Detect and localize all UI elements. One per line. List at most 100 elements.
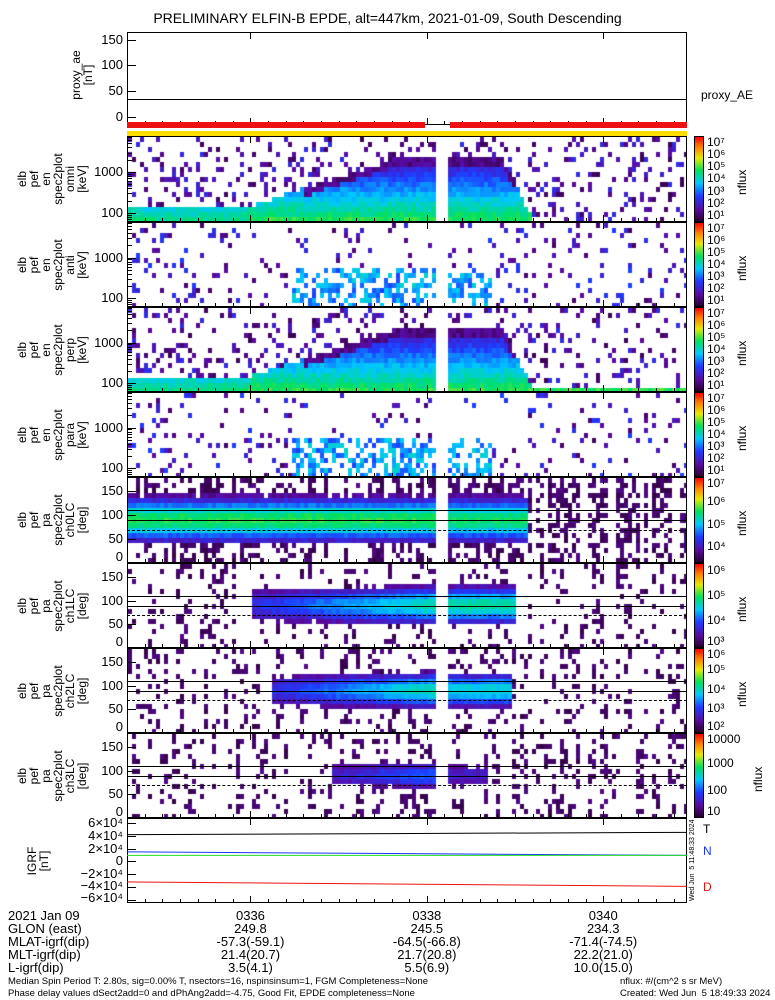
spectrogram-omni-minor-tick xyxy=(215,218,217,221)
spectrogram-perp-minor-tick xyxy=(127,386,132,388)
spectrogram-anti-minor-tick xyxy=(179,303,181,306)
igrf-timestamp: Wed Jun 5 11:48:33 2024 xyxy=(689,819,696,901)
ephemeris-value: 10.0(15.0) xyxy=(573,960,633,975)
spectrogram-omni-minor-tick xyxy=(285,218,287,221)
spectrogram-ch1LC-minor-tick xyxy=(444,644,446,647)
spectrogram-ch3LC-minor-tick xyxy=(179,814,181,817)
spectrogram-ch3LC-colorbar-tick: 1000 xyxy=(707,756,734,771)
spectrogram-omni-minor-tick xyxy=(127,175,132,177)
plot-title: PRELIMINARY ELFIN-B EPDE, alt=447km, 202… xyxy=(153,10,622,26)
spectrogram-ch3LC-colorbar-tick: 100 xyxy=(707,782,728,797)
spectrogram-para-minor-tick xyxy=(127,474,132,476)
spectrogram-para-minor-tick xyxy=(127,399,132,401)
spectrogram-anti-minor-tick xyxy=(127,259,132,261)
spectrogram-ch2LC-minor-tick xyxy=(497,729,499,732)
igrf-minor-tick xyxy=(620,899,622,902)
spectrogram-para-time-tick xyxy=(426,393,428,399)
spectrogram-anti-minor-tick xyxy=(303,303,305,306)
spectrogram-ch2LC-time-tick xyxy=(603,649,605,655)
proxy-ae-ytick: 100 xyxy=(101,57,123,73)
spectrogram-ch2LC-minor-tick xyxy=(620,729,622,732)
spectrogram-ch3LC-minor-tick xyxy=(268,814,270,817)
spectrogram-ch3LC-ytick: 50 xyxy=(108,786,123,802)
spectrogram-ch2LC-minor-tick xyxy=(321,729,323,732)
spectrogram-para-minor-tick xyxy=(127,469,132,471)
spectrogram-ch3LC-minor-tick xyxy=(409,814,411,817)
spectrogram-ch3LC-minor-tick xyxy=(162,814,164,817)
spectrogram-omni-colorbar-tick: 10¹ xyxy=(707,208,725,222)
spectrogram-perp-colorbar-unit: nflux xyxy=(735,340,749,366)
spectrogram-anti-minor-tick xyxy=(127,301,132,303)
spectrogram-perp-minor-tick xyxy=(215,388,217,391)
igrf-ytick-mark xyxy=(127,823,136,825)
spectrogram-ch0LC-reference-line xyxy=(127,510,687,512)
spectrogram-anti-minor-tick xyxy=(638,303,640,306)
spectrogram-ch1LC-colorbar-tick: 10⁵ xyxy=(707,587,726,602)
spectrogram-omni-colorbar-tick: 10² xyxy=(707,196,725,210)
spectrogram-omni-colorbar-unit: nflux xyxy=(735,169,749,195)
spectrogram-ch2LC-colorbar-tick: 10⁵ xyxy=(707,661,726,676)
spectrogram-para-panel xyxy=(127,392,687,477)
spectrogram-perp-colorbar-tick: 10⁶ xyxy=(707,318,726,332)
spectrogram-ch0LC-minor-tick xyxy=(321,559,323,562)
spectrogram-anti-minor-tick xyxy=(250,303,252,306)
spectrogram-anti-colorbar-tick: 10¹ xyxy=(707,293,725,307)
spectrogram-omni-minor-tick xyxy=(550,218,552,221)
spectrogram-ch3LC-time-tick xyxy=(603,734,605,740)
spectrogram-ch1LC-reference-line xyxy=(127,614,687,616)
spectrogram-perp-minor-tick xyxy=(409,388,411,391)
spectrogram-para-minor-tick xyxy=(144,473,146,476)
spectrogram-ch3LC-reference-line xyxy=(127,766,687,768)
spectrogram-omni-minor-tick xyxy=(232,218,234,221)
spectrogram-perp-minor-tick xyxy=(127,346,132,348)
spectrogram-omni-minor-tick xyxy=(127,178,132,180)
spectrogram-anti-minor-tick xyxy=(356,303,358,306)
spectrogram-para-minor-tick xyxy=(127,431,132,433)
spectrogram-omni-minor-tick xyxy=(373,218,375,221)
spectrogram-omni-colorbar-tick: 10⁶ xyxy=(707,147,726,161)
spectrogram-ch3LC-ylabel: elb pef pa spec2plot ch3LC [deg] xyxy=(15,749,89,802)
spectrogram-ch2LC-ytick-mark xyxy=(127,685,136,687)
spectrogram-anti-ytick-mark xyxy=(127,298,136,300)
spectrogram-perp-minor-tick xyxy=(426,388,428,391)
spectrogram-omni-minor-tick xyxy=(127,184,132,186)
spectrogram-ch1LC-ytick-mark xyxy=(127,600,136,602)
spectrogram-ch2LC-minor-tick xyxy=(303,729,305,732)
spectrogram-perp-panel xyxy=(127,307,687,392)
spectrogram-anti-colorbar xyxy=(694,222,704,307)
spectrogram-ch3LC-minor-tick xyxy=(638,814,640,817)
spectrogram-anti-ytick: 100 xyxy=(101,290,123,306)
spectrogram-perp-minor-tick xyxy=(638,388,640,391)
spectrogram-ch1LC-minor-tick xyxy=(391,644,393,647)
spectrogram-anti-image xyxy=(128,223,686,306)
spectrogram-ch1LC-minor-tick xyxy=(656,644,658,647)
spectrogram-anti-minor-tick xyxy=(373,303,375,306)
spectrogram-ch1LC-minor-tick xyxy=(215,644,217,647)
ephemeris-value: 249.8 xyxy=(234,921,267,936)
spectrogram-perp-time-tick xyxy=(603,308,605,314)
ephemeris-value: -71.4(-74.5) xyxy=(569,934,638,949)
spectrogram-omni-ytick-mark xyxy=(127,172,136,174)
spectrogram-anti-colorbar-tick: 10⁴ xyxy=(707,257,726,271)
igrf-minor-tick xyxy=(215,899,217,902)
proxy-ae-ytick: 150 xyxy=(101,31,123,47)
spectrogram-para-minor-tick xyxy=(127,408,132,410)
spectrogram-ch1LC-colorbar-unit: nflux xyxy=(735,596,749,622)
spectrogram-omni-minor-tick xyxy=(338,218,340,221)
spectrogram-omni-minor-tick xyxy=(462,218,464,221)
spectrogram-ch1LC-reference-line xyxy=(127,596,687,598)
igrf-minor-tick xyxy=(585,899,587,902)
spectrogram-para-minor-tick xyxy=(127,396,132,398)
spectrogram-ch3LC-ytick-mark xyxy=(127,794,136,796)
spectrogram-perp-minor-tick xyxy=(462,388,464,391)
spectrogram-perp-colorbar-tick: 10⁴ xyxy=(707,342,726,356)
proxy-ae-time-tick xyxy=(250,33,252,39)
spectrogram-ch3LC-ytick: 0 xyxy=(115,804,123,819)
spectrogram-ch0LC-ytick: 0 xyxy=(115,549,123,564)
spectrogram-ch2LC-minor-tick xyxy=(515,729,517,732)
spectrogram-ch2LC-minor-tick xyxy=(638,729,640,732)
spectrogram-omni-ylabel: elb pef en spec2plot omni [keV] xyxy=(15,153,89,205)
proxy-ae-ylabel: proxy_ae [nT] xyxy=(69,49,95,100)
spectrogram-para-minor-tick xyxy=(638,473,640,476)
spectrogram-anti-time-tick xyxy=(250,223,252,229)
